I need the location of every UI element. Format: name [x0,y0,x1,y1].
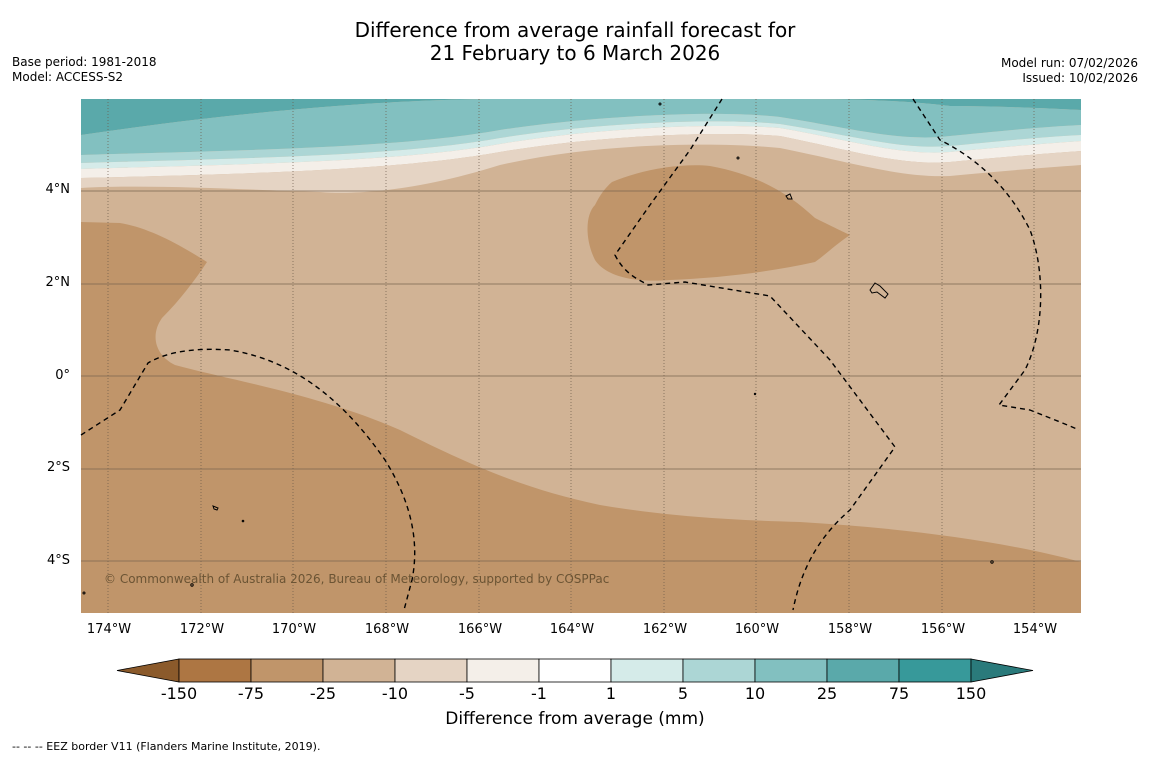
lon-label: 174°W [86,622,132,637]
lat-label: 2°N [45,275,71,290]
eez-border-east [912,98,1080,431]
title-line-1: Difference from average rainfall forecas… [354,18,796,42]
wet-weak-band [81,113,1081,163]
colorbar-label: Difference from average (mm) [445,709,705,729]
lon-label: 160°W [734,622,780,637]
colorbar-swatch [610,658,684,683]
colorbar-swatch [898,658,972,683]
colorbar-extend-low [116,658,180,683]
wet-strong-band [81,99,1081,135]
islet [990,560,994,564]
islet [753,392,757,396]
lon-label: 156°W [920,622,966,637]
colorbar-tick: 75 [888,684,910,703]
island-kiritimati [869,282,889,299]
colorbar-tick: -1 [531,684,547,703]
colorbar-swatch [682,658,756,683]
colorbar-swatch [322,658,396,683]
islet [658,102,662,106]
lat-label: 4°N [45,182,71,197]
islands [82,102,994,595]
colorbar-extend-high [970,658,1034,683]
map-field [81,99,1081,613]
dry-weak-band [81,133,1081,193]
colorbar-tick: 10 [744,684,766,703]
neutral-wet-band [81,121,1081,169]
copyright-credit: © Commonwealth of Australia 2026, Bureau… [104,572,610,586]
colorbar [116,658,1034,683]
meta-left: Base period: 1981-2018 Model: ACCESS-S2 [12,55,157,85]
lon-label: 154°W [1012,622,1058,637]
colorbar-tick: -25 [309,684,337,703]
model-run: Model run: 07/02/2026 [1000,56,1138,70]
colorbar-swatch [466,658,540,683]
colorbar-tick: 1 [605,684,617,703]
colorbar-tick: 150 [955,684,987,703]
graticule [81,99,1081,613]
colorbar-swatch [250,658,324,683]
lon-label: 172°W [179,622,225,637]
lon-label: 170°W [271,622,317,637]
lat-label: 0° [55,368,70,383]
islet [82,591,86,595]
wet-moderate-band [81,99,1081,155]
lon-label: 158°W [827,622,873,637]
colorbar-tick: 25 [816,684,838,703]
colorbar-tick: -10 [381,684,409,703]
dry-strong-south-region [81,222,1081,613]
meta-right: Model run: 07/02/2026 Issued: 10/02/2026 [1001,56,1138,86]
lon-label: 168°W [364,622,410,637]
colorbar-swatch [826,658,900,683]
map-title: Difference from average rainfall forecas… [0,19,1150,65]
neutral-dry-band [81,125,1081,178]
colorbar-tick: -75 [237,684,265,703]
dry-strong-central-blob [587,165,850,281]
islet [736,156,740,160]
lon-label: 164°W [549,622,595,637]
lat-label: 4°S [46,553,70,568]
eez-footnote: -- -- -- EEZ border V11 (Flanders Marine… [12,740,321,753]
colorbar-tick: 5 [677,684,689,703]
islet [190,583,194,587]
colorbar-swatch [394,658,468,683]
lat-label: 2°S [46,460,70,475]
title-line-2: 21 February to 6 March 2026 [429,41,721,65]
colorbar-swatch [538,658,612,683]
lon-label: 166°W [457,622,503,637]
lon-label: 162°W [642,622,688,637]
island-jarvis [785,193,793,200]
colorbar-swatch [754,658,828,683]
colorbar-tick: -5 [459,684,475,703]
eez-borders [80,98,1080,611]
colorbar-tick: -150 [160,684,198,703]
eez-border-central [614,98,896,611]
islet [241,519,245,523]
island-south-west [212,505,219,511]
issued-date: Issued: 10/02/2026 [1022,71,1138,85]
eez-border-west [80,348,416,611]
colorbar-swatch [178,658,252,683]
base-period: Base period: 1981-2018 [12,55,157,69]
model-name: Model: ACCESS-S2 [12,70,124,84]
